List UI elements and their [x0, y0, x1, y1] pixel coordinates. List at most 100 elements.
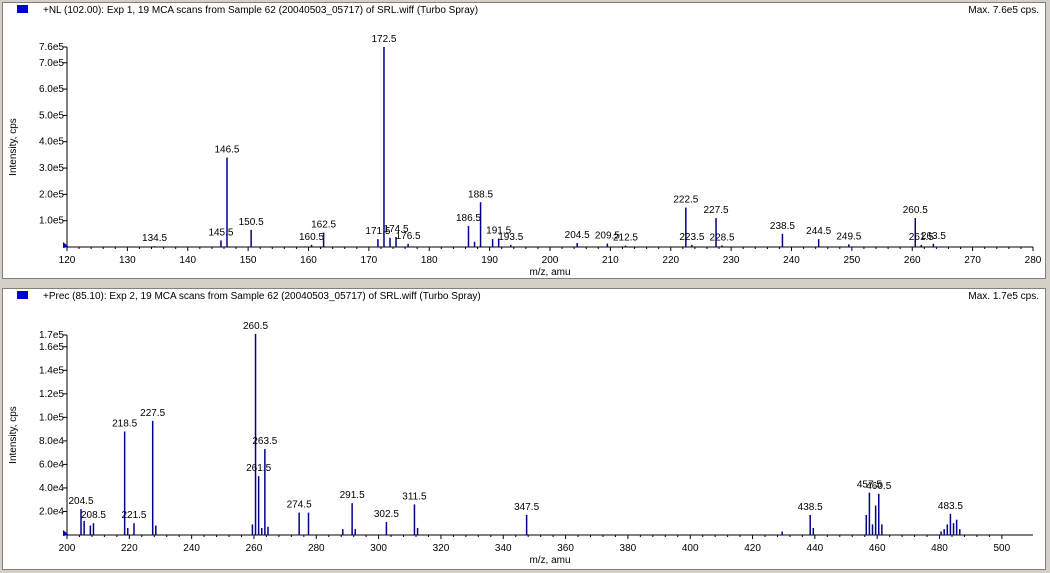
- x-tick-label: 320: [433, 543, 450, 554]
- x-tick-label: 460: [869, 543, 886, 554]
- peak-label: 238.5: [770, 221, 795, 232]
- peak-label: 208.5: [81, 510, 106, 521]
- peak-label: 261.5: [909, 232, 934, 243]
- x-tick-label: 270: [964, 255, 981, 266]
- y-tick-label: 4.0e4: [39, 483, 64, 494]
- y-tick-label: 1.0e5: [39, 412, 64, 423]
- spectrum-chart-2[interactable]: 200 220 240 260 280 300 320 340 360 380 400 420 440 4…: [3, 289, 1047, 571]
- peak-label: 249.5: [836, 231, 861, 242]
- y-tick-label: 3.0e5: [39, 163, 64, 174]
- peak-label: 176.5: [396, 231, 421, 242]
- peak-label: 222.5: [673, 195, 698, 206]
- max-intensity-label: Max. 7.6e5 cps.: [968, 5, 1039, 16]
- peak-label: 193.5: [498, 232, 523, 243]
- y-axis-label: Intensity, cps: [8, 118, 19, 176]
- x-tick-label: 240: [183, 543, 200, 554]
- x-tick-label: 150: [240, 255, 257, 266]
- peak-label: 172.5: [371, 34, 396, 45]
- x-axis-label: m/z, amu: [529, 555, 570, 566]
- x-tick-label: 210: [602, 255, 619, 266]
- peak-label: 146.5: [214, 145, 239, 156]
- y-axis-label: Intensity, cps: [8, 406, 19, 464]
- y-tick-label: 1.2e5: [39, 389, 64, 400]
- y-tick-label: 7.6e5: [39, 42, 64, 53]
- peak-label: 261.5: [246, 463, 271, 474]
- x-tick-label: 140: [179, 255, 196, 266]
- x-tick-label: 170: [361, 255, 378, 266]
- y-tick-label: 1.6e5: [39, 342, 64, 353]
- x-tick-label: 260: [904, 255, 921, 266]
- peak-label: 212.5: [613, 233, 638, 244]
- y-tick-label: 7.0e5: [39, 58, 64, 69]
- y-tick-label: 8.0e4: [39, 436, 64, 447]
- peak-label: 221.5: [121, 510, 146, 521]
- peak-label: 134.5: [142, 233, 167, 244]
- max-intensity-label: Max. 1.7e5 cps.: [968, 291, 1039, 302]
- y-tick-label: 1.7e5: [39, 330, 64, 341]
- peak-label: 302.5: [374, 509, 399, 520]
- peak-label: 218.5: [112, 418, 137, 429]
- baseline-marker: [63, 530, 69, 536]
- series-marker-icon[interactable]: [17, 5, 28, 13]
- peak-label: 291.5: [340, 490, 365, 501]
- x-tick-label: 200: [542, 255, 559, 266]
- x-tick-label: 220: [662, 255, 679, 266]
- x-tick-label: 230: [723, 255, 740, 266]
- x-tick-label: 360: [557, 543, 574, 554]
- peak-label: 263.5: [252, 436, 277, 447]
- y-tick-label: 6.0e4: [39, 459, 64, 470]
- x-tick-label: 440: [807, 543, 824, 554]
- peak-label: 460.5: [866, 481, 891, 492]
- peak-label: 162.5: [311, 220, 336, 231]
- peak-label: 223.5: [679, 232, 704, 243]
- panel-header: +NL (102.00): Exp 1, 19 MCA scans from S…: [3, 3, 1045, 19]
- spectrum-panel-1: +NL (102.00): Exp 1, 19 MCA scans from S…: [2, 2, 1046, 279]
- panel-title: +Prec (85.10): Exp 2, 19 MCA scans from …: [43, 291, 481, 302]
- x-tick-label: 130: [119, 255, 136, 266]
- peak-label: 457.5: [857, 480, 882, 491]
- x-tick-label: 190: [481, 255, 498, 266]
- y-tick-label: 6.0e5: [39, 84, 64, 95]
- panel-header: +Prec (85.10): Exp 2, 19 MCA scans from …: [3, 289, 1045, 305]
- peak-label: 188.5: [468, 189, 493, 200]
- peak-label: 204.5: [565, 230, 590, 241]
- peak-label: 145.5: [208, 227, 233, 238]
- peak-label: 150.5: [239, 217, 264, 228]
- peak-label: 160.5: [299, 232, 324, 243]
- x-tick-label: 340: [495, 543, 512, 554]
- series-marker-icon[interactable]: [17, 291, 28, 299]
- peak-label: 260.5: [903, 205, 928, 216]
- peak-label: 483.5: [938, 501, 963, 512]
- x-tick-label: 500: [993, 543, 1010, 554]
- peak-label: 227.5: [704, 205, 729, 216]
- x-tick-label: 260: [246, 543, 263, 554]
- peak-label: 274.5: [287, 500, 312, 511]
- peak-label: 174.5: [384, 224, 409, 235]
- peak-label: 209.5: [595, 231, 620, 242]
- peak-label: 171.5: [365, 226, 390, 237]
- spectrum-chart-1[interactable]: 120 130 140 150 160 170 180 190 200 210 220 230 240 2…: [3, 3, 1047, 280]
- peak-label: 347.5: [514, 502, 539, 513]
- x-tick-label: 250: [844, 255, 861, 266]
- panel-title: +NL (102.00): Exp 1, 19 MCA scans from S…: [43, 5, 479, 16]
- y-tick-label: 1.0e5: [39, 216, 64, 227]
- pane-splitter[interactable]: [0, 281, 1050, 286]
- y-tick-label: 1.4e5: [39, 365, 64, 376]
- peak-label: 186.5: [456, 213, 481, 224]
- peak-label: 260.5: [243, 321, 268, 332]
- x-tick-label: 480: [931, 543, 948, 554]
- x-tick-label: 400: [682, 543, 699, 554]
- x-axis-label: m/z, amu: [529, 267, 570, 278]
- x-tick-label: 420: [744, 543, 761, 554]
- x-tick-label: 280: [308, 543, 325, 554]
- x-tick-label: 160: [300, 255, 317, 266]
- baseline-marker: [63, 242, 69, 248]
- x-tick-label: 220: [121, 543, 138, 554]
- peak-label: 438.5: [798, 502, 823, 513]
- peak-label: 244.5: [806, 226, 831, 237]
- x-tick-label: 240: [783, 255, 800, 266]
- y-tick-label: 4.0e5: [39, 137, 64, 148]
- x-tick-label: 200: [59, 543, 76, 554]
- peak-label: 204.5: [69, 496, 94, 507]
- x-tick-label: 120: [59, 255, 76, 266]
